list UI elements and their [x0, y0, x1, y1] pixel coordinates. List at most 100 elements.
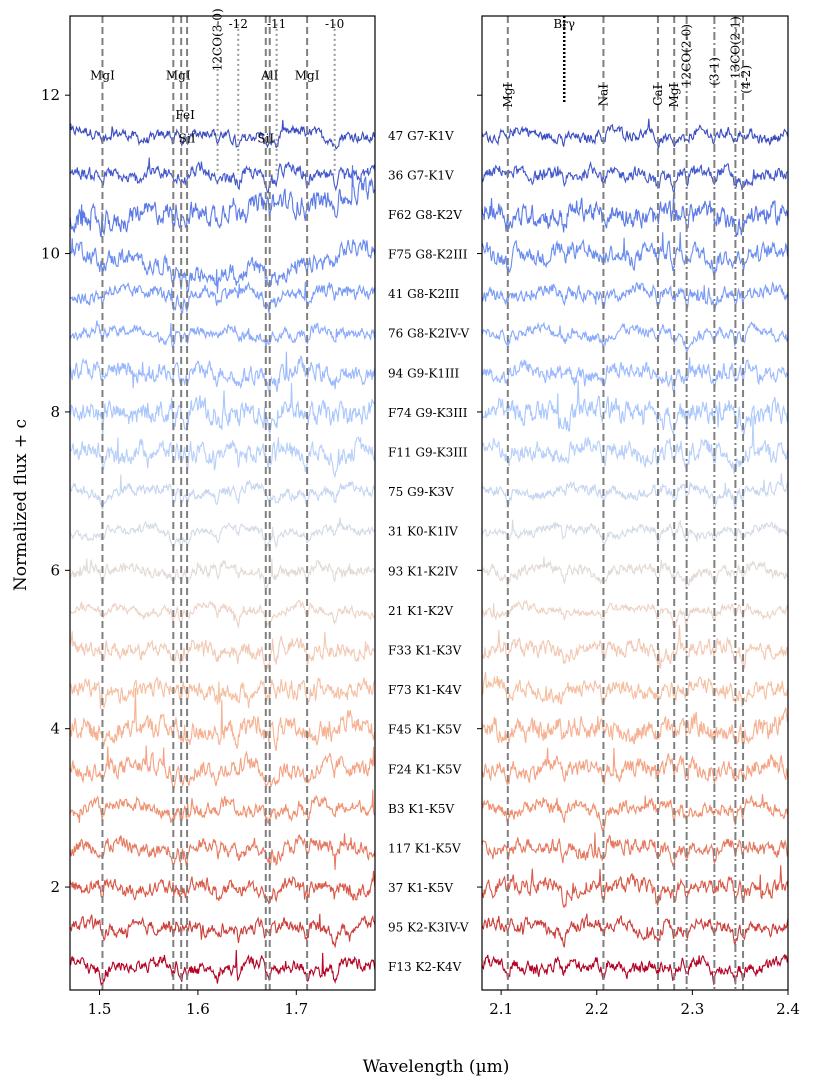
- spectrum-line: [482, 320, 788, 355]
- spectrum-line: [70, 436, 375, 479]
- spectrum-line: [70, 558, 375, 590]
- line-annotation: MgI: [90, 68, 115, 82]
- spectrum-line: [482, 556, 788, 588]
- y-tick-label: 8: [50, 403, 60, 421]
- spectrum-line: [482, 519, 788, 546]
- spectra-layer: [70, 118, 788, 986]
- spectrum-line: [482, 953, 788, 986]
- spectrum-line: [482, 671, 788, 708]
- series-label: F45 K1-K5V: [388, 723, 462, 737]
- spectrum-line: [482, 747, 788, 786]
- line-annotation: MgI: [295, 68, 320, 82]
- line-annotation: MgI: [667, 83, 681, 108]
- spectrum-line: [482, 160, 788, 193]
- y-tick-label: 10: [41, 245, 60, 263]
- spectrum-line: [482, 280, 788, 310]
- spectrum-line: [70, 789, 375, 825]
- series-label: 36 G7-K1V: [388, 168, 454, 182]
- series-label: 95 K2-K3IV-V: [388, 921, 469, 935]
- series-label: F24 K1-K5V: [388, 762, 462, 776]
- y-tick-label: 12: [41, 86, 60, 104]
- x-tick-label: 1.6: [186, 1000, 210, 1018]
- spectrum-line: [482, 794, 788, 832]
- spectrum-line: [70, 745, 375, 793]
- y-axis-label: Normalized flux + c: [11, 419, 31, 591]
- panel-frame: [69, 15, 376, 991]
- x-tick-label: 1.7: [284, 1000, 308, 1018]
- spectrum-line: [70, 600, 375, 629]
- spectrum-line: [482, 865, 788, 908]
- spectrum-line: [70, 687, 375, 752]
- line-annotation: MgI: [166, 68, 191, 82]
- spectrum-line: [70, 238, 375, 294]
- x-tick-label: 1.5: [88, 1000, 112, 1018]
- series-label: F75 G8-K2III: [388, 248, 468, 262]
- spectrum-line: [70, 280, 375, 315]
- line-annotation: AlI: [260, 68, 279, 82]
- line-annotation: -12: [229, 17, 248, 31]
- series-label: 31 K0-K1IV: [388, 525, 458, 539]
- series-label: 47 G7-K1V: [388, 129, 454, 143]
- spectrum-line: [70, 913, 375, 949]
- spectrum-line: [482, 473, 788, 511]
- line-annotation: NaI: [596, 84, 610, 107]
- panel-frame: [481, 15, 789, 991]
- line-annotation: FeI: [175, 108, 195, 122]
- spectrum-line: [482, 832, 788, 867]
- series-label: 117 K1-K5V: [388, 841, 461, 855]
- x-tick-label: 2.2: [585, 1000, 609, 1018]
- spectrum-line: [70, 119, 375, 150]
- x-tick-label: 2.4: [776, 1000, 800, 1018]
- series-label: 93 K1-K2IV: [388, 564, 458, 578]
- spectrum-line: [70, 676, 375, 709]
- line-annotation: -10: [325, 17, 344, 31]
- line-annotation: -11: [267, 17, 286, 31]
- series-label: B3 K1-K5V: [388, 802, 455, 816]
- line-annotation: (3-1): [707, 57, 721, 86]
- line-annotation: SiI: [179, 132, 196, 146]
- spectrum-line: [70, 474, 375, 510]
- series-labels-layer: 47 G7-K1V 36 G7-K1V F62 G8-K2V F75 G8-K2III…: [388, 129, 469, 974]
- line-markers-layer: [101, 16, 745, 990]
- line-annotation: Brγ: [553, 17, 575, 31]
- spectrum-line: [482, 194, 788, 237]
- series-label: 75 G9-K3V: [388, 485, 454, 499]
- line-annotation: (4-2): [739, 65, 753, 94]
- spectrum-line: [482, 416, 788, 474]
- x-axis-label: Wavelength (µm): [363, 1057, 510, 1077]
- spectrum-line: [482, 232, 788, 276]
- series-label: 41 G8-K2III: [388, 287, 459, 301]
- y-tick-label: 4: [50, 720, 60, 738]
- line-annotation: SiI: [257, 132, 274, 146]
- spectrum-line: [482, 357, 788, 394]
- axes-layer: 1.5 1.6 1.7 2 4 6 8 10 12 2.1 2.2 2.3 2.4: [41, 15, 800, 1018]
- line-annotation: 12CO(2-0): [680, 24, 694, 87]
- spectrum-line: [70, 870, 375, 905]
- series-label: F73 K1-K4V: [388, 683, 462, 697]
- spectrum-line: [70, 949, 375, 986]
- spectrum-line: [70, 351, 375, 393]
- series-label: 94 G9-K1III: [388, 366, 459, 380]
- y-tick-label: 2: [50, 878, 60, 896]
- series-label: F33 K1-K3V: [388, 643, 462, 657]
- series-label: 21 K1-K2V: [388, 604, 453, 618]
- x-tick-label: 2.3: [680, 1000, 704, 1018]
- annotations-layer: MgI MgI FeI SiI 12CO(3-0) -12 -11 AlI SiI -10 MgI M…: [90, 8, 753, 145]
- line-annotation: MgI: [501, 83, 515, 108]
- series-label: F11 G9-K3III: [388, 446, 468, 460]
- spectrum-line: [70, 517, 375, 551]
- x-tick-label: 2.1: [489, 1000, 513, 1018]
- spectrum-line: [482, 913, 788, 948]
- line-annotation: CaI: [651, 84, 665, 105]
- series-label: 76 G8-K2IV-V: [388, 327, 469, 341]
- spectrum-line: [482, 707, 788, 747]
- line-annotation: 12CO(3-0): [211, 8, 225, 71]
- series-label: 37 K1-K5V: [388, 881, 453, 895]
- spectrum-line: [70, 631, 375, 671]
- series-label: F13 K2-K4V: [388, 960, 462, 974]
- y-tick-label: 6: [50, 561, 60, 579]
- spectrum-line: [70, 157, 375, 194]
- line-annotation: 13CO(2-1): [728, 16, 742, 79]
- spectrum-line: [482, 380, 788, 436]
